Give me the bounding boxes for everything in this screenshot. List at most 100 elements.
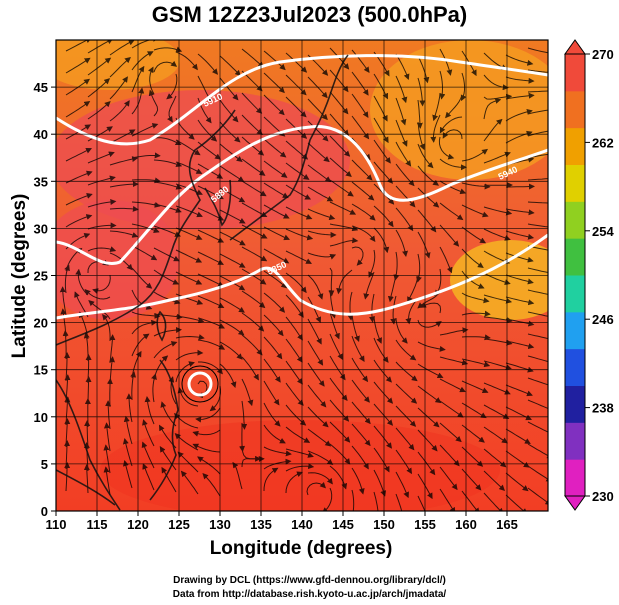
streamline [263,458,292,470]
streamline [219,319,245,336]
streamline [87,175,116,186]
streamline [306,482,327,496]
streamline [153,181,183,190]
streamline [197,53,219,75]
streamline [175,205,203,218]
streamline [351,181,375,201]
streamline [285,228,314,241]
streamline [483,98,502,120]
streamline [329,237,359,247]
streamline [87,246,117,252]
streamline [153,326,182,337]
streamline [527,130,548,137]
streamline [395,141,412,167]
streamline [192,429,221,437]
streamline [461,358,491,368]
x-tick-label: 145 [332,517,354,532]
streamline [505,450,530,468]
streamline [505,130,533,144]
coastline-korea [204,179,232,227]
streamline [285,96,307,118]
streamline [65,214,93,228]
streamline [87,78,111,98]
contour-5850 [56,54,548,146]
streamline [142,419,155,447]
streamline [285,448,314,458]
x-tick-label: 160 [455,517,477,532]
streamline [417,143,434,169]
streamline [197,119,218,142]
streamline [263,292,286,313]
streamline [285,52,308,73]
streamline [483,118,503,142]
streamline [373,381,394,404]
streamline [175,334,205,341]
streamline [395,471,409,499]
streamline [387,273,397,303]
streamline [285,471,303,494]
streamline [148,89,159,117]
streamline [153,60,178,73]
streamline [430,114,441,143]
streamline [373,161,394,184]
streamline [166,73,178,100]
streamline [461,490,480,511]
streamline [329,157,352,178]
streamline [202,472,221,497]
streamline [83,464,90,494]
lat-lon-grid [56,40,548,511]
streamline [417,385,442,404]
streamline [395,361,418,382]
streamline [461,182,491,190]
streamline [373,315,382,344]
streamline [307,340,324,366]
streamline [109,76,128,100]
streamline [395,97,407,126]
streamline [329,91,349,115]
streamline [527,355,548,363]
streamline [307,230,337,238]
streamline [527,90,548,93]
streamline [351,401,371,425]
streamline [263,226,291,241]
streamline [417,187,440,208]
streamline [285,294,304,318]
typhoon-center [187,371,213,397]
streamline [439,246,453,274]
streamline [461,270,485,289]
streamline [351,467,365,495]
streamline [142,463,155,491]
streamline [131,267,153,289]
streamline [241,114,263,136]
streamline [329,69,349,93]
streamline [439,327,469,336]
streamline [180,470,199,495]
streamline [483,426,508,444]
x-tick-label: 165 [496,517,518,532]
streamline [527,153,548,159]
streamline [197,273,224,287]
streamline [417,319,442,328]
streamline [417,165,440,186]
streamline [373,73,389,100]
streamline [527,178,548,181]
contour-5910 [56,233,548,320]
streamline [126,393,133,423]
streamline [307,318,322,345]
streamline [505,296,535,306]
streamline [527,399,548,409]
y-tick-label: 5 [41,457,48,472]
coastline-japan [229,54,349,241]
streamline [65,193,93,206]
streamline [351,159,373,181]
colorbar: 270 262 254 246 238 230 [564,39,614,511]
streamline [439,180,467,195]
streamline [439,422,462,443]
streamline [175,349,204,361]
streamline [395,229,409,257]
streamline [395,449,413,475]
y-tick-label: 0 [41,504,48,519]
streamline [329,179,354,197]
colorbar-segment [565,275,585,313]
streamline [219,297,245,313]
